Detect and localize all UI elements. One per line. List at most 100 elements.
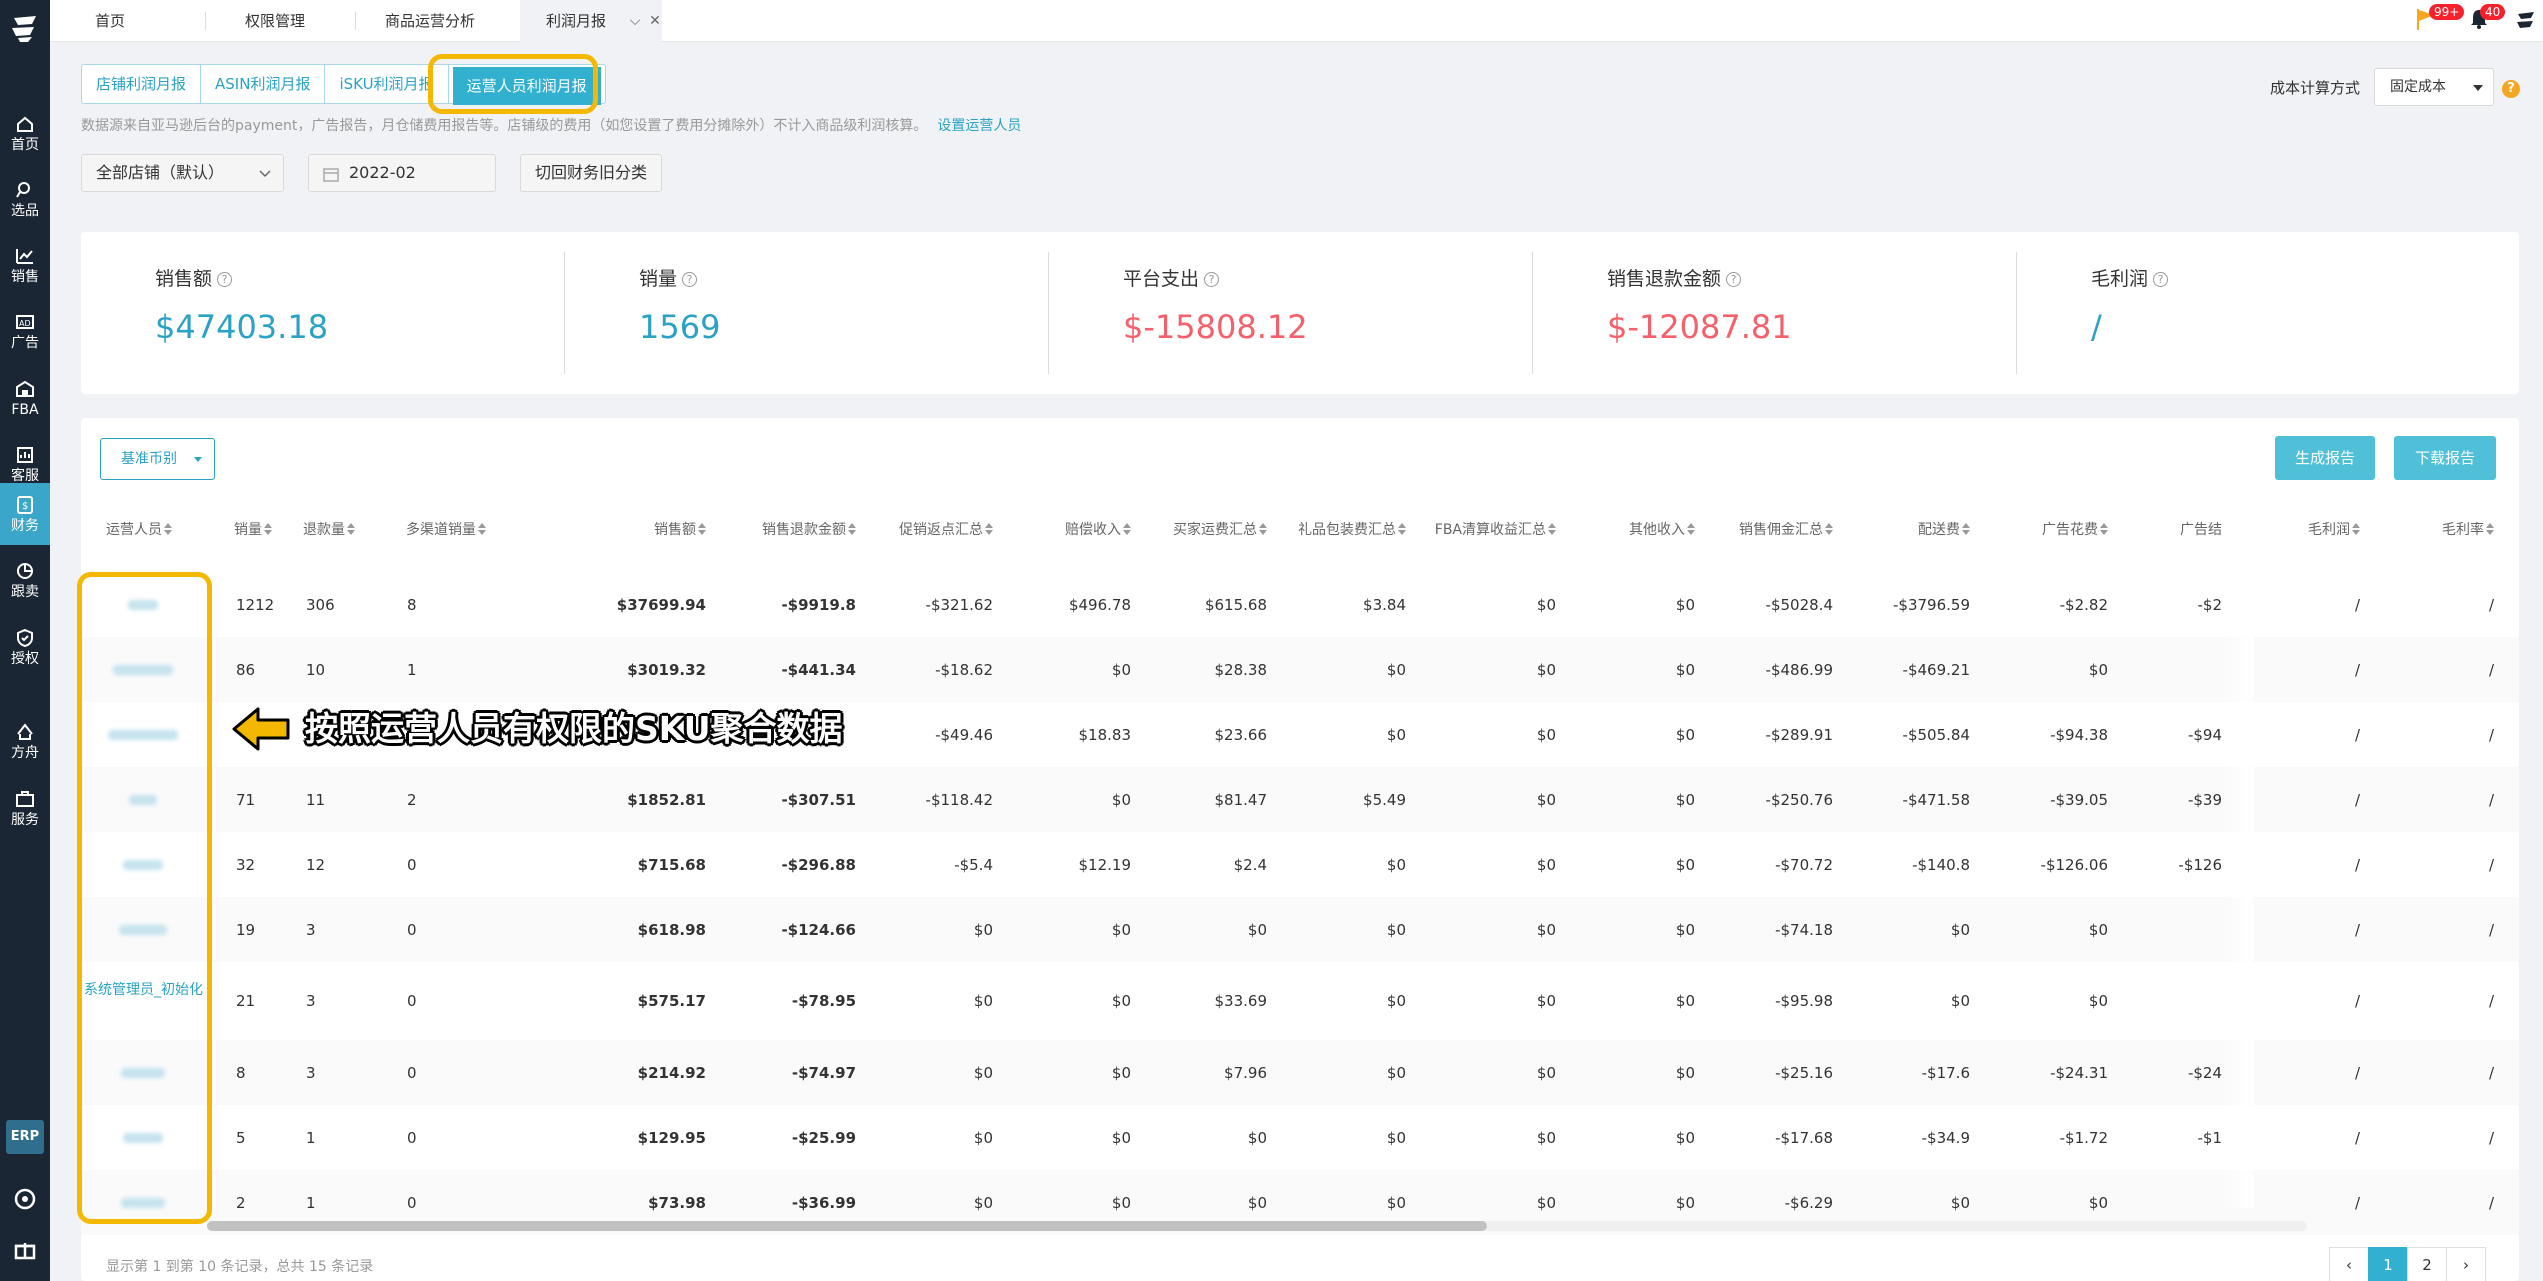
table-row[interactable]: 32 12 0 $715.68 -$296.88 -$5.4 $12.19 $2.4 $0 $0 $… [81,832,2519,897]
tab-product-analysis[interactable]: 商品运营分析 [384,12,475,30]
flag-notification[interactable]: 99+ [2415,4,2465,36]
sort-icon[interactable] [2486,523,2494,535]
column-header[interactable]: 礼品包装费汇总 [1298,519,1406,539]
headset-icon[interactable] [13,1187,37,1211]
operator-name-link[interactable] [121,1067,165,1078]
month-picker[interactable]: 2022-02 [308,154,496,192]
sidebar-item-chart[interactable]: 销售 [0,234,50,296]
sidebar-item-warehouse[interactable]: FBA [0,367,50,429]
close-icon[interactable]: ✕ [649,13,661,29]
question-icon[interactable]: ? [2153,272,2169,287]
sort-icon[interactable] [1825,523,1833,535]
sidebar-item-ark[interactable]: 方舟 [0,710,50,772]
tab-home[interactable]: 首页 [94,12,125,30]
column-header[interactable]: 销量 [234,519,272,539]
sort-icon[interactable] [2352,523,2360,535]
page-2-button[interactable]: 2 [2407,1247,2447,1281]
table-row[interactable]: -$49.46 $18.83 $23.66 $0 $0 $0 -$289.91 -$505.8… [81,702,2519,767]
page-prev-button[interactable]: ‹ [2329,1247,2369,1281]
bell-notification[interactable]: 40 [2468,4,2506,36]
operator-name-link[interactable] [113,664,173,675]
question-icon[interactable]: ? [217,272,233,287]
app-logo-icon[interactable] [8,12,42,44]
sort-icon[interactable] [164,523,172,535]
gift-icon[interactable] [13,1237,37,1261]
question-icon[interactable]: ? [1204,272,1220,287]
sort-icon[interactable] [1687,523,1695,535]
column-header[interactable]: 退款量 [303,519,355,539]
table-row[interactable]: 1212 306 8 $37699.94 -$9919.8 -$321.62 $496.78… [81,572,2519,637]
tab-profit-monthly[interactable]: 利润月报 [520,0,662,42]
operator-name-link[interactable] [121,1197,165,1208]
tab-operator-profit[interactable]: 运营人员利润月报 [452,67,601,105]
store-select[interactable]: 全部店铺（默认） [81,154,284,192]
column-header[interactable]: 配送费 [1918,519,1970,539]
cost-method-select[interactable]: 固定成本 [2374,68,2494,106]
operator-name-link[interactable] [128,599,158,610]
sort-icon[interactable] [1259,523,1267,535]
table-row[interactable]: 系统管理员_初始化 21 3 0 $575.17 -$78.95 $0 $0 $33.69 $0 $… [81,962,2519,1040]
generate-report-button[interactable]: 生成报告 [2275,436,2375,480]
table-row[interactable]: 86 10 1 $3019.32 -$441.34 -$18.62 $0 $28.38 $0 $0… [81,637,2519,702]
sort-icon[interactable] [1548,523,1556,535]
erp-button[interactable]: ERP [6,1120,44,1154]
tab-isku-profit[interactable]: iSKU利润月报 [325,65,449,103]
chevron-down-icon[interactable]: ⌵ [629,13,641,29]
switch-old-category-button[interactable]: 切回财务旧分类 [520,154,662,192]
sort-icon[interactable] [1962,523,1970,535]
table-row[interactable]: 71 11 2 $1852.81 -$307.51 -$118.42 $0 $81.47 $5.… [81,767,2519,832]
column-header[interactable]: 销售额 [654,519,706,539]
operator-name-link[interactable] [108,729,178,740]
column-header[interactable]: 赔偿收入 [1065,519,1131,539]
page-next-button[interactable]: › [2446,1247,2486,1281]
sort-icon[interactable] [1398,523,1406,535]
column-header[interactable]: 运营人员 [106,519,172,539]
sidebar-item-home[interactable]: 首页 [0,102,50,164]
column-header[interactable]: 毛利率 [2442,519,2494,539]
base-currency-dropdown[interactable]: 基准币别 [100,438,215,480]
sidebar-item-service[interactable]: 客服 [0,433,50,495]
tab-store-profit[interactable]: 店铺利润月报 [82,65,202,103]
sidebar-item-shield[interactable]: 授权 [0,616,50,678]
column-header[interactable]: 毛利润 [2308,519,2360,539]
column-header[interactable]: 促销返点汇总 [899,519,993,539]
table-row[interactable]: 5 1 0 $129.95 -$25.99 $0 $0 $0 $0 $0 $0 -$17.68 -$34… [81,1105,2519,1170]
column-header[interactable]: 多渠道销量 [406,519,486,539]
help-icon[interactable]: ? [2502,80,2520,98]
sidebar-item-pie[interactable]: 跟卖 [0,549,50,611]
operator-name-link[interactable] [123,1132,163,1143]
sort-icon[interactable] [264,523,272,535]
sidebar-item-briefcase[interactable]: 服务 [0,777,50,839]
sort-icon[interactable] [347,523,355,535]
sort-icon[interactable] [478,523,486,535]
column-header[interactable]: 广告结 [2180,519,2222,539]
sidebar-item-ad[interactable]: AD 广告 [0,300,50,362]
sort-icon[interactable] [2100,523,2108,535]
column-header[interactable]: 其他收入 [1629,519,1695,539]
tab-permissions[interactable]: 权限管理 [244,12,305,30]
operator-name-link[interactable] [129,794,157,805]
horizontal-scrollbar-thumb[interactable] [207,1221,1487,1231]
column-header[interactable]: FBA清算收益汇总 [1435,519,1556,539]
set-operator-link[interactable]: 设置运营人员 [937,118,1022,134]
sort-icon[interactable] [698,523,706,535]
user-avatar-icon[interactable] [2515,9,2537,33]
table-row[interactable]: 19 3 0 $618.98 -$124.66 $0 $0 $0 $0 $0 $0 -$74.18 $0… [81,897,2519,962]
table-row[interactable]: 8 3 0 $214.92 -$74.97 $0 $0 $7.96 $0 $0 $0 -$25.16 -… [81,1040,2519,1105]
page-1-button[interactable]: 1 [2368,1247,2408,1281]
column-header[interactable]: 买家运费汇总 [1173,519,1267,539]
sidebar-item-finance[interactable]: $ 财务 [0,483,50,545]
sort-icon[interactable] [985,523,993,535]
question-icon[interactable]: ? [1726,272,1742,287]
question-icon[interactable]: ? [682,272,698,287]
column-header[interactable]: 销售退款金额 [762,519,856,539]
sort-icon[interactable] [1123,523,1131,535]
operator-name-link[interactable] [123,859,163,870]
sort-icon[interactable] [848,523,856,535]
column-header[interactable]: 销售佣金汇总 [1739,519,1833,539]
column-header[interactable]: 广告花费 [2042,519,2108,539]
tab-asin-profit[interactable]: ASIN利润月报 [201,65,326,103]
download-report-button[interactable]: 下载报告 [2394,436,2496,480]
operator-name-link[interactable] [119,924,167,935]
operator-name-link[interactable]: 系统管理员_初始化 [84,982,203,998]
